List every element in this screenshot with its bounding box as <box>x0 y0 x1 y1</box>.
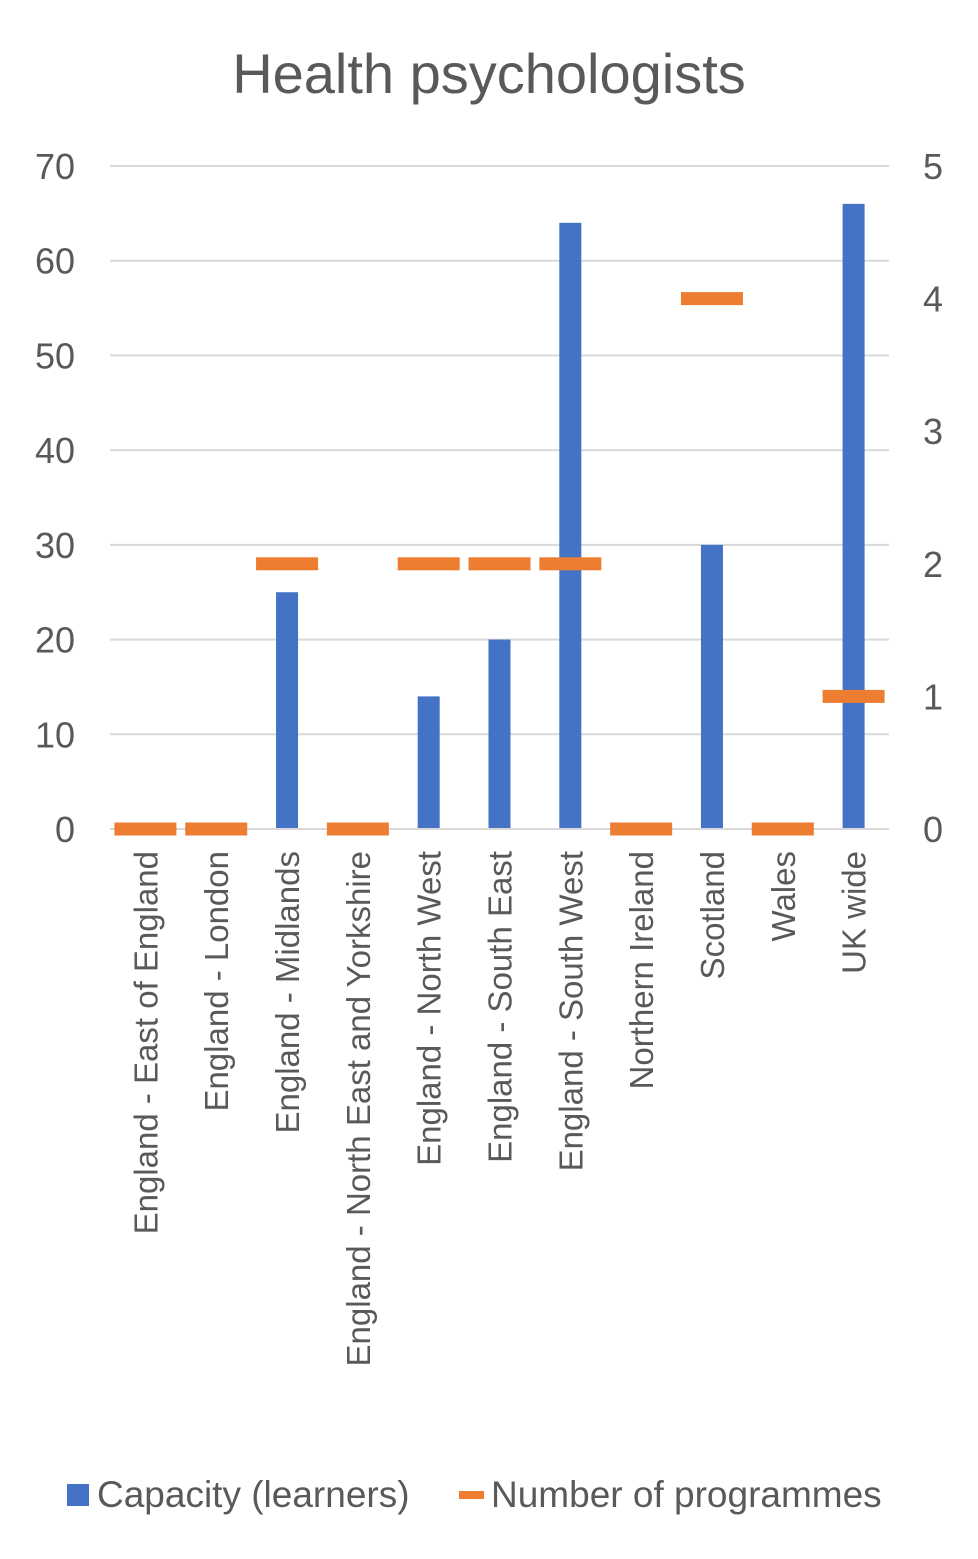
left-tick-label: 20 <box>35 620 75 661</box>
left-tick-label: 60 <box>35 241 75 282</box>
category-labels: England - East of England England - Londo… <box>127 851 872 1366</box>
capacity-bar <box>700 544 723 829</box>
capacity-bar <box>276 592 299 829</box>
category-label: England - North East and Yorkshire <box>340 851 377 1366</box>
programme-marker <box>751 822 814 836</box>
category-label: Northern Ireland <box>623 851 660 1089</box>
legend-label-capacity: Capacity (learners) <box>97 1474 410 1515</box>
programme-marker <box>680 292 743 306</box>
right-y-axis: 0 1 2 3 4 5 <box>923 146 943 850</box>
right-tick-label: 1 <box>923 676 943 717</box>
programme-marker <box>468 557 531 571</box>
category-label: England - London <box>198 851 235 1112</box>
category-label: England - North West <box>411 851 448 1166</box>
right-tick-label: 0 <box>923 809 943 850</box>
left-y-axis: 0 10 20 30 40 50 60 70 <box>35 146 75 850</box>
programme-marker <box>114 822 177 836</box>
capacity-bar <box>559 222 582 830</box>
right-tick-label: 3 <box>923 411 943 452</box>
chart-title: Health psychologists <box>232 42 746 105</box>
left-tick-label: 10 <box>35 714 75 755</box>
left-tick-label: 70 <box>35 146 75 187</box>
right-tick-label: 2 <box>923 544 943 585</box>
category-label: UK wide <box>836 851 873 974</box>
left-tick-label: 50 <box>35 335 75 376</box>
category-label: England - Midlands <box>269 851 306 1134</box>
category-label: England - South West <box>552 851 589 1171</box>
programme-marker <box>185 822 248 836</box>
legend-swatch-capacity <box>67 1484 89 1506</box>
legend-swatch-programmes <box>459 1491 484 1499</box>
programme-marker <box>822 689 885 703</box>
programme-markers <box>114 292 885 836</box>
programme-marker <box>397 557 460 571</box>
category-label: Scotland <box>694 851 731 979</box>
programme-marker <box>539 557 602 571</box>
left-tick-label: 30 <box>35 525 75 566</box>
capacity-bar <box>488 639 511 829</box>
category-label: England - South East <box>482 851 519 1163</box>
category-label: Wales <box>765 851 802 941</box>
right-tick-label: 5 <box>923 146 943 187</box>
capacity-bar <box>842 203 865 829</box>
capacity-bar <box>417 696 440 829</box>
category-label: England - East of England <box>127 851 164 1234</box>
programme-marker <box>610 822 673 836</box>
capacity-bars <box>276 203 865 830</box>
right-tick-label: 4 <box>923 279 943 320</box>
gridlines <box>110 165 889 736</box>
left-tick-label: 0 <box>55 809 75 850</box>
left-tick-label: 40 <box>35 430 75 471</box>
legend-label-programmes: Number of programmes <box>491 1474 882 1515</box>
programme-marker <box>256 557 319 571</box>
legend: Capacity (learners) Number of programmes <box>67 1474 882 1515</box>
programme-marker <box>326 822 389 836</box>
